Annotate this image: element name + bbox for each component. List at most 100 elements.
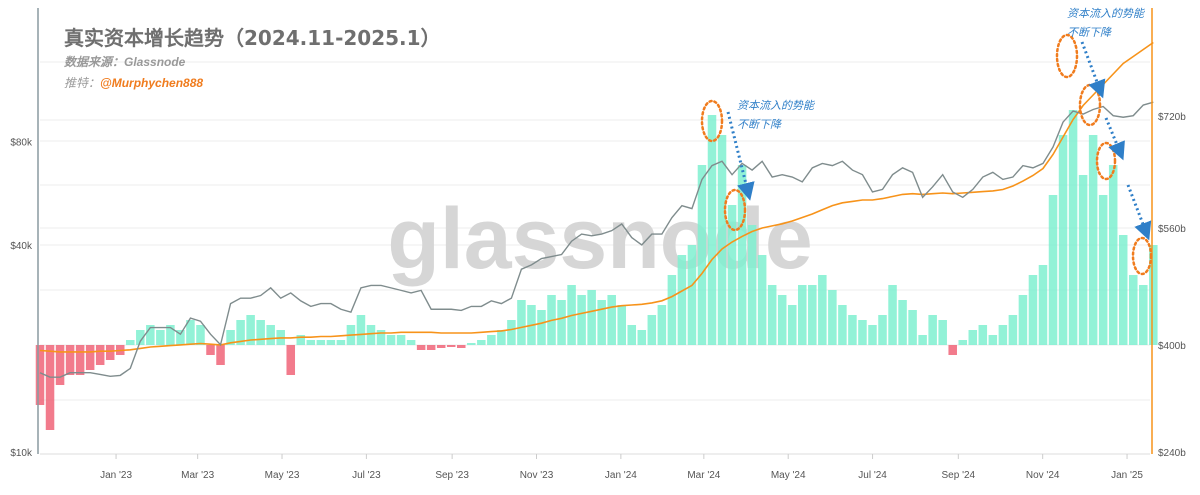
outflow-bar <box>286 345 296 375</box>
right-tick-label: $720b <box>1158 112 1186 123</box>
inflow-bar <box>918 335 927 345</box>
inflow-bar <box>1139 285 1148 345</box>
annotation-december: 资本流入的势能 不断下降 <box>1067 4 1144 42</box>
annotation-march: 资本流入的势能 不断下降 <box>737 96 814 134</box>
inflow-bar <box>296 335 306 345</box>
inflow-bar <box>356 315 366 345</box>
outflow-bar <box>65 345 75 375</box>
outflow-bar <box>426 345 436 350</box>
inflow-bar <box>557 300 566 345</box>
inflow-bar <box>888 285 897 345</box>
left-tick-label: $40k <box>10 241 33 252</box>
inflow-bar <box>146 325 155 345</box>
inflow-bar <box>908 310 917 345</box>
inflow-bar <box>687 245 697 345</box>
highlight-ellipse <box>700 99 724 143</box>
inflow-bar <box>156 330 165 345</box>
outflow-bar <box>216 345 225 365</box>
left-tick-label: $80k <box>10 137 33 148</box>
inflow-bar <box>747 225 757 345</box>
outflow-bar <box>446 345 456 347</box>
annotation-line1: 资本流入的势能 <box>737 99 814 112</box>
x-tick-label: Nov '24 <box>1026 470 1060 481</box>
x-tick-label: Jan '25 <box>1111 470 1143 481</box>
inflow-bar <box>617 305 626 345</box>
inflow-bar <box>717 135 727 345</box>
inflow-bar <box>406 340 416 345</box>
data-source: 数据来源：Glassnode <box>64 55 186 69</box>
inflow-bar <box>467 343 476 345</box>
inflow-bar <box>1008 315 1018 345</box>
inflow-bar <box>838 305 847 345</box>
trend-arrow <box>1126 184 1152 241</box>
inflow-bar <box>136 330 145 345</box>
inflow-bar <box>767 285 777 345</box>
inflow-bar <box>1078 175 1088 345</box>
price-line <box>39 101 1154 378</box>
x-tick-label: Jul '24 <box>858 470 887 481</box>
annotation-line2: 不断下降 <box>1067 26 1111 39</box>
inflow-bar <box>737 165 747 345</box>
inflow-bar <box>988 335 998 345</box>
inflow-bar <box>978 325 988 345</box>
inflow-bar <box>497 330 506 345</box>
inflow-bar <box>597 300 606 345</box>
inflow-bar <box>236 320 245 345</box>
x-tick-label: Sep '24 <box>942 470 976 481</box>
inflow-bar <box>186 320 195 345</box>
inflow-bar <box>176 330 185 345</box>
outflow-bar <box>206 345 215 355</box>
inflow-bar <box>1038 265 1048 345</box>
inflow-bar <box>858 320 867 345</box>
x-tick-label: Nov '23 <box>520 470 554 481</box>
highlight-ellipse <box>1131 236 1153 276</box>
x-tick-label: May '23 <box>265 470 300 481</box>
outflow-bar <box>75 345 85 375</box>
inflow-bar <box>1068 110 1078 345</box>
inflow-bar <box>777 295 787 345</box>
x-tick-label: May '24 <box>771 470 806 481</box>
inflow-bar <box>878 315 887 345</box>
inflow-bar <box>326 340 336 345</box>
inflow-bar <box>1088 135 1098 345</box>
twitter-handle: @Murphychen888 <box>100 76 204 90</box>
inflow-bar <box>898 300 907 345</box>
x-tick-label: Mar '24 <box>687 470 720 481</box>
outflow-bar <box>948 345 957 355</box>
inflow-bar <box>196 325 205 345</box>
inflow-bar <box>376 330 386 345</box>
inflow-bar <box>306 340 316 345</box>
outflow-bar <box>456 345 466 348</box>
twitter-label: 推特： <box>64 76 101 90</box>
trend-arrow <box>1080 41 1106 99</box>
inflow-bar <box>316 340 326 345</box>
inflow-bar <box>928 315 937 345</box>
inflow-bar <box>396 335 406 345</box>
inflow-bar <box>697 165 707 345</box>
inflow-bar <box>266 325 275 345</box>
inflow-bar <box>818 275 827 345</box>
outflow-bar <box>85 345 95 370</box>
inflow-bar <box>968 330 978 345</box>
inflow-bar <box>1128 275 1138 345</box>
inflow-bar <box>657 305 667 345</box>
inflow-bar <box>1018 295 1028 345</box>
inflow-bar <box>868 325 877 345</box>
inflow-bar <box>487 335 496 345</box>
highlight-ellipse <box>1055 33 1079 79</box>
inflow-bar <box>677 255 687 345</box>
inflow-bar <box>757 255 767 345</box>
annotation-line1: 资本流入的势能 <box>1067 7 1144 20</box>
x-tick-label: Jul '23 <box>352 470 381 481</box>
inflow-bar <box>828 290 837 345</box>
inflow-bar <box>798 285 807 345</box>
inflow-bar <box>607 295 616 345</box>
x-tick-label: Jan '24 <box>605 470 637 481</box>
inflow-bar <box>246 315 255 345</box>
inflow-bar <box>707 115 717 345</box>
outflow-bar <box>95 345 105 365</box>
outflow-bar <box>416 345 426 350</box>
inflow-bar <box>386 335 396 345</box>
right-tick-label: $400b <box>1158 341 1186 352</box>
